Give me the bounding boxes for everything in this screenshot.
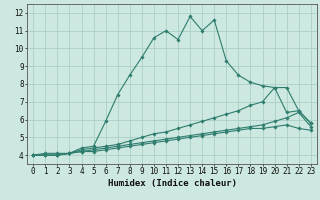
X-axis label: Humidex (Indice chaleur): Humidex (Indice chaleur) — [108, 179, 236, 188]
